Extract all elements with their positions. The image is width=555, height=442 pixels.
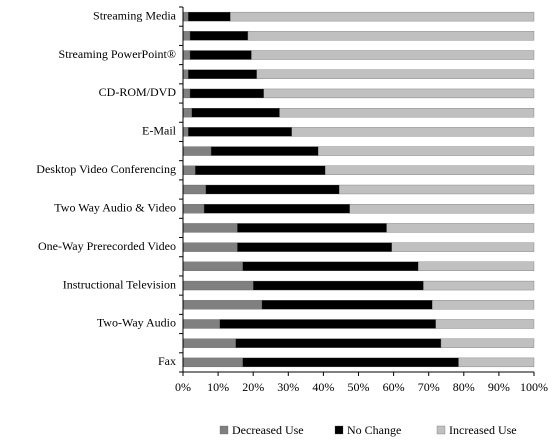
- bar-segment: [242, 261, 419, 271]
- legend-label: Decreased Use: [232, 423, 304, 437]
- bar-segment: [432, 300, 535, 310]
- bar-segment: [391, 242, 535, 252]
- bar-segment: [279, 108, 535, 118]
- bar-segment: [418, 261, 535, 271]
- bar-segment: [256, 69, 535, 79]
- bar-segment: [182, 88, 191, 99]
- x-tick-label: 10%: [207, 380, 229, 394]
- legend-label: Increased Use: [449, 423, 517, 437]
- bar-segment: [205, 184, 340, 195]
- bar-segment: [182, 357, 243, 368]
- x-tick-label: 50%: [348, 380, 370, 394]
- bar-segment: [182, 280, 254, 291]
- bar-segment: [188, 11, 231, 22]
- bar-segment: [182, 204, 205, 214]
- bar-segment: [251, 50, 535, 60]
- bar-segment: [182, 69, 189, 79]
- bar-segment: [325, 165, 535, 175]
- bar-segment: [219, 319, 436, 329]
- y-tick-label: Desktop Video Conferencing: [36, 162, 176, 176]
- bar-segment: [263, 88, 535, 99]
- y-tick-label: Instructional Television: [63, 277, 176, 291]
- bar-segment: [237, 242, 392, 252]
- bar-segment: [182, 261, 243, 271]
- y-tick-label: Streaming Media: [93, 8, 177, 22]
- bar-segment: [182, 11, 189, 22]
- y-tick-label: One-Way Prerecorded Video: [38, 239, 176, 253]
- y-tick-label: CD-ROM/DVD: [99, 85, 177, 99]
- bar-segment: [182, 338, 236, 348]
- bar-segment: [435, 319, 535, 329]
- bar-segment: [203, 204, 350, 214]
- bar-segment: [189, 50, 252, 60]
- x-tick-label: 70%: [418, 380, 440, 394]
- bar-segment: [182, 223, 238, 233]
- bar-segment: [188, 69, 257, 79]
- bar-segment: [210, 146, 319, 156]
- legend-swatch: [436, 425, 446, 435]
- bar-segment: [386, 223, 535, 233]
- x-tick-label: 0%: [175, 380, 191, 394]
- x-tick-label: 40%: [312, 380, 334, 394]
- bar-segment: [261, 300, 433, 310]
- legend-swatch: [334, 425, 344, 435]
- bar-segment: [189, 31, 249, 41]
- x-tick-label: 30%: [277, 380, 299, 394]
- y-tick-label: Streaming PowerPoint®: [59, 47, 176, 61]
- bar-segment: [230, 11, 535, 22]
- bar-segment: [253, 280, 424, 291]
- bar-segment: [182, 50, 191, 60]
- bar-segment: [458, 357, 535, 368]
- bar-segment: [182, 127, 189, 137]
- x-tick-label: 90%: [488, 380, 510, 394]
- bar-segment: [188, 127, 292, 137]
- bar-segment: [182, 165, 196, 175]
- bar-segment: [182, 319, 221, 329]
- bar-segment: [195, 165, 326, 175]
- y-tick-label: Fax: [158, 354, 176, 368]
- bar-segment: [182, 184, 206, 195]
- bar-segment: [182, 108, 192, 118]
- bar-segment: [182, 242, 238, 252]
- bar-segment: [440, 338, 535, 348]
- x-tick-label: 80%: [453, 380, 475, 394]
- y-tick-label: Two Way Audio & Video: [54, 200, 176, 214]
- x-tick-label: 100%: [520, 380, 548, 394]
- x-tick-label: 20%: [242, 380, 264, 394]
- y-tick-label: Two-Way Audio: [97, 316, 176, 330]
- bar-segment: [235, 338, 442, 348]
- bar-segment: [182, 146, 212, 156]
- legend-swatch: [219, 425, 229, 435]
- bar-segment: [247, 31, 535, 41]
- bar-segment: [317, 146, 535, 156]
- bar-segment: [191, 108, 280, 118]
- bar-segment: [423, 280, 535, 291]
- bar-segment: [242, 357, 459, 368]
- bar-segment: [339, 184, 535, 195]
- bar-segment: [182, 300, 263, 310]
- bar-segment: [291, 127, 535, 137]
- bar-segment: [182, 31, 191, 41]
- x-tick-label: 60%: [383, 380, 405, 394]
- legend-label: No Change: [347, 423, 401, 437]
- bar-segment: [189, 88, 264, 99]
- y-tick-label: E-Mail: [142, 124, 177, 138]
- bar-segment: [237, 223, 387, 233]
- bar-segment: [349, 204, 535, 214]
